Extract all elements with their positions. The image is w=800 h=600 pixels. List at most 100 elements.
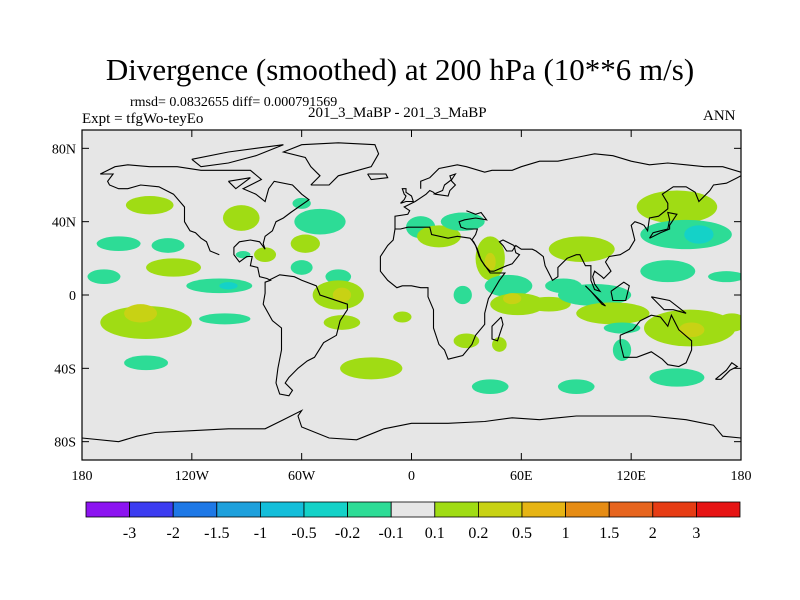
contour-blob xyxy=(290,234,320,253)
colorbar-label: -1.5 xyxy=(204,525,229,542)
contour-blob xyxy=(548,236,615,262)
colorbar-label: -0.1 xyxy=(379,525,404,542)
contour-blob xyxy=(636,190,718,224)
y-tick-label: 80S xyxy=(54,436,76,451)
coastline xyxy=(228,177,251,190)
colorbar-swatch xyxy=(303,501,348,518)
contour-blob xyxy=(325,269,352,284)
chart-subtitle: 201_3_MaBP - 201_3_MaBP xyxy=(308,105,487,121)
colorbar-label: -0.2 xyxy=(335,525,360,542)
colorbar-swatch xyxy=(390,501,436,518)
contour-blob xyxy=(151,238,185,253)
experiment-label: Expt = tfgWo-teyEo xyxy=(82,111,204,127)
coastline xyxy=(715,362,739,380)
colorbar-label: -3 xyxy=(123,525,136,542)
colorbar-swatch xyxy=(565,501,610,518)
season-label: ANN xyxy=(703,108,736,124)
coastline xyxy=(610,281,630,302)
x-tick-label: 60W xyxy=(288,469,316,484)
x-tick-label: 120E xyxy=(616,469,646,484)
contour-blob xyxy=(290,260,313,275)
coastline xyxy=(619,313,693,368)
y-tick-label: 80N xyxy=(52,142,76,157)
colorbar-label: 0.1 xyxy=(425,525,445,542)
contour-blob xyxy=(96,236,141,252)
colorbar-swatch xyxy=(696,501,741,518)
coastline xyxy=(191,144,284,168)
colorbar-label: -0.5 xyxy=(291,525,316,542)
contour-blob xyxy=(684,225,714,244)
colorbar-swatch xyxy=(652,501,697,518)
contour-blob xyxy=(219,282,238,290)
stats-label: rmsd= 0.0832655 diff= 0.000791569 xyxy=(130,95,338,110)
contour-blob xyxy=(484,252,496,272)
coastline xyxy=(367,173,389,181)
coastline xyxy=(400,188,415,204)
colorbar-swatch xyxy=(477,501,523,518)
axes: 180 120W 60W 0 60E 120E 180 80N 40N 0 40S 80S xyxy=(52,130,752,484)
coastline xyxy=(420,153,741,189)
x-tick-label: 120W xyxy=(175,469,210,484)
contour-blob xyxy=(649,368,705,387)
coastline xyxy=(104,173,220,256)
contour-blob xyxy=(254,247,277,262)
colorbar-swatch xyxy=(216,501,261,518)
contour-blob xyxy=(678,322,705,338)
y-tick-label: 40S xyxy=(54,362,76,377)
contour-blob xyxy=(125,196,174,215)
contour-blob xyxy=(340,357,403,380)
contour-blob xyxy=(235,251,251,259)
colorbar-swatch xyxy=(172,501,218,518)
y-tick-label: 0 xyxy=(69,289,76,304)
contour-blob xyxy=(471,379,509,394)
contour-blob xyxy=(292,197,311,209)
contour-blob xyxy=(294,208,346,235)
colorbar-label: 2 xyxy=(649,525,657,542)
contour-blob xyxy=(100,306,192,339)
contour-blob xyxy=(557,379,595,394)
y-tick-label: 40N xyxy=(52,216,76,231)
coastline-layer xyxy=(82,142,741,443)
contour-blob xyxy=(453,333,480,349)
contour-blob xyxy=(640,260,696,283)
contour-blob xyxy=(484,274,533,297)
contour-blob xyxy=(332,287,352,303)
colorbar-label: 0.2 xyxy=(468,525,488,542)
colorbar-swatch xyxy=(521,501,566,518)
x-tick-label: 180 xyxy=(72,469,93,484)
coastline xyxy=(82,409,741,443)
coastline xyxy=(394,172,457,229)
contour-blob xyxy=(124,304,158,323)
contour-blob xyxy=(576,302,650,325)
contour-blob xyxy=(87,269,121,284)
contour-blob xyxy=(492,337,507,352)
x-tick-label: 60E xyxy=(510,469,533,484)
colorbar-swatch xyxy=(259,501,305,518)
colorbar-swatch xyxy=(129,501,174,518)
contour-blob xyxy=(124,355,169,371)
contour-blob xyxy=(708,271,741,283)
colorbar-swatch xyxy=(85,501,130,518)
contour-blob xyxy=(440,212,485,231)
contour-fill-layer xyxy=(87,190,741,394)
coastline xyxy=(585,285,606,307)
contour-blob xyxy=(526,296,571,312)
contour-blob xyxy=(503,293,522,305)
colorbar-label: -1 xyxy=(254,525,267,542)
coastline xyxy=(649,211,678,239)
colorbar-swatch xyxy=(434,501,479,518)
coastline xyxy=(281,142,380,186)
colorbar-label: 1 xyxy=(562,525,570,542)
plot-background xyxy=(82,130,741,460)
contour-blob xyxy=(393,311,412,323)
colorbar-swatch xyxy=(347,501,392,518)
contour-blob xyxy=(453,285,472,305)
coastline xyxy=(650,296,687,314)
contour-blob xyxy=(717,313,741,332)
contour-blob xyxy=(199,313,251,325)
colorbar-label: 1.5 xyxy=(599,525,619,542)
contour-blob xyxy=(323,315,361,330)
colorbar-label: -2 xyxy=(167,525,180,542)
chart-title: Divergence (smoothed) at 200 hPa (10**6 … xyxy=(105,52,695,87)
